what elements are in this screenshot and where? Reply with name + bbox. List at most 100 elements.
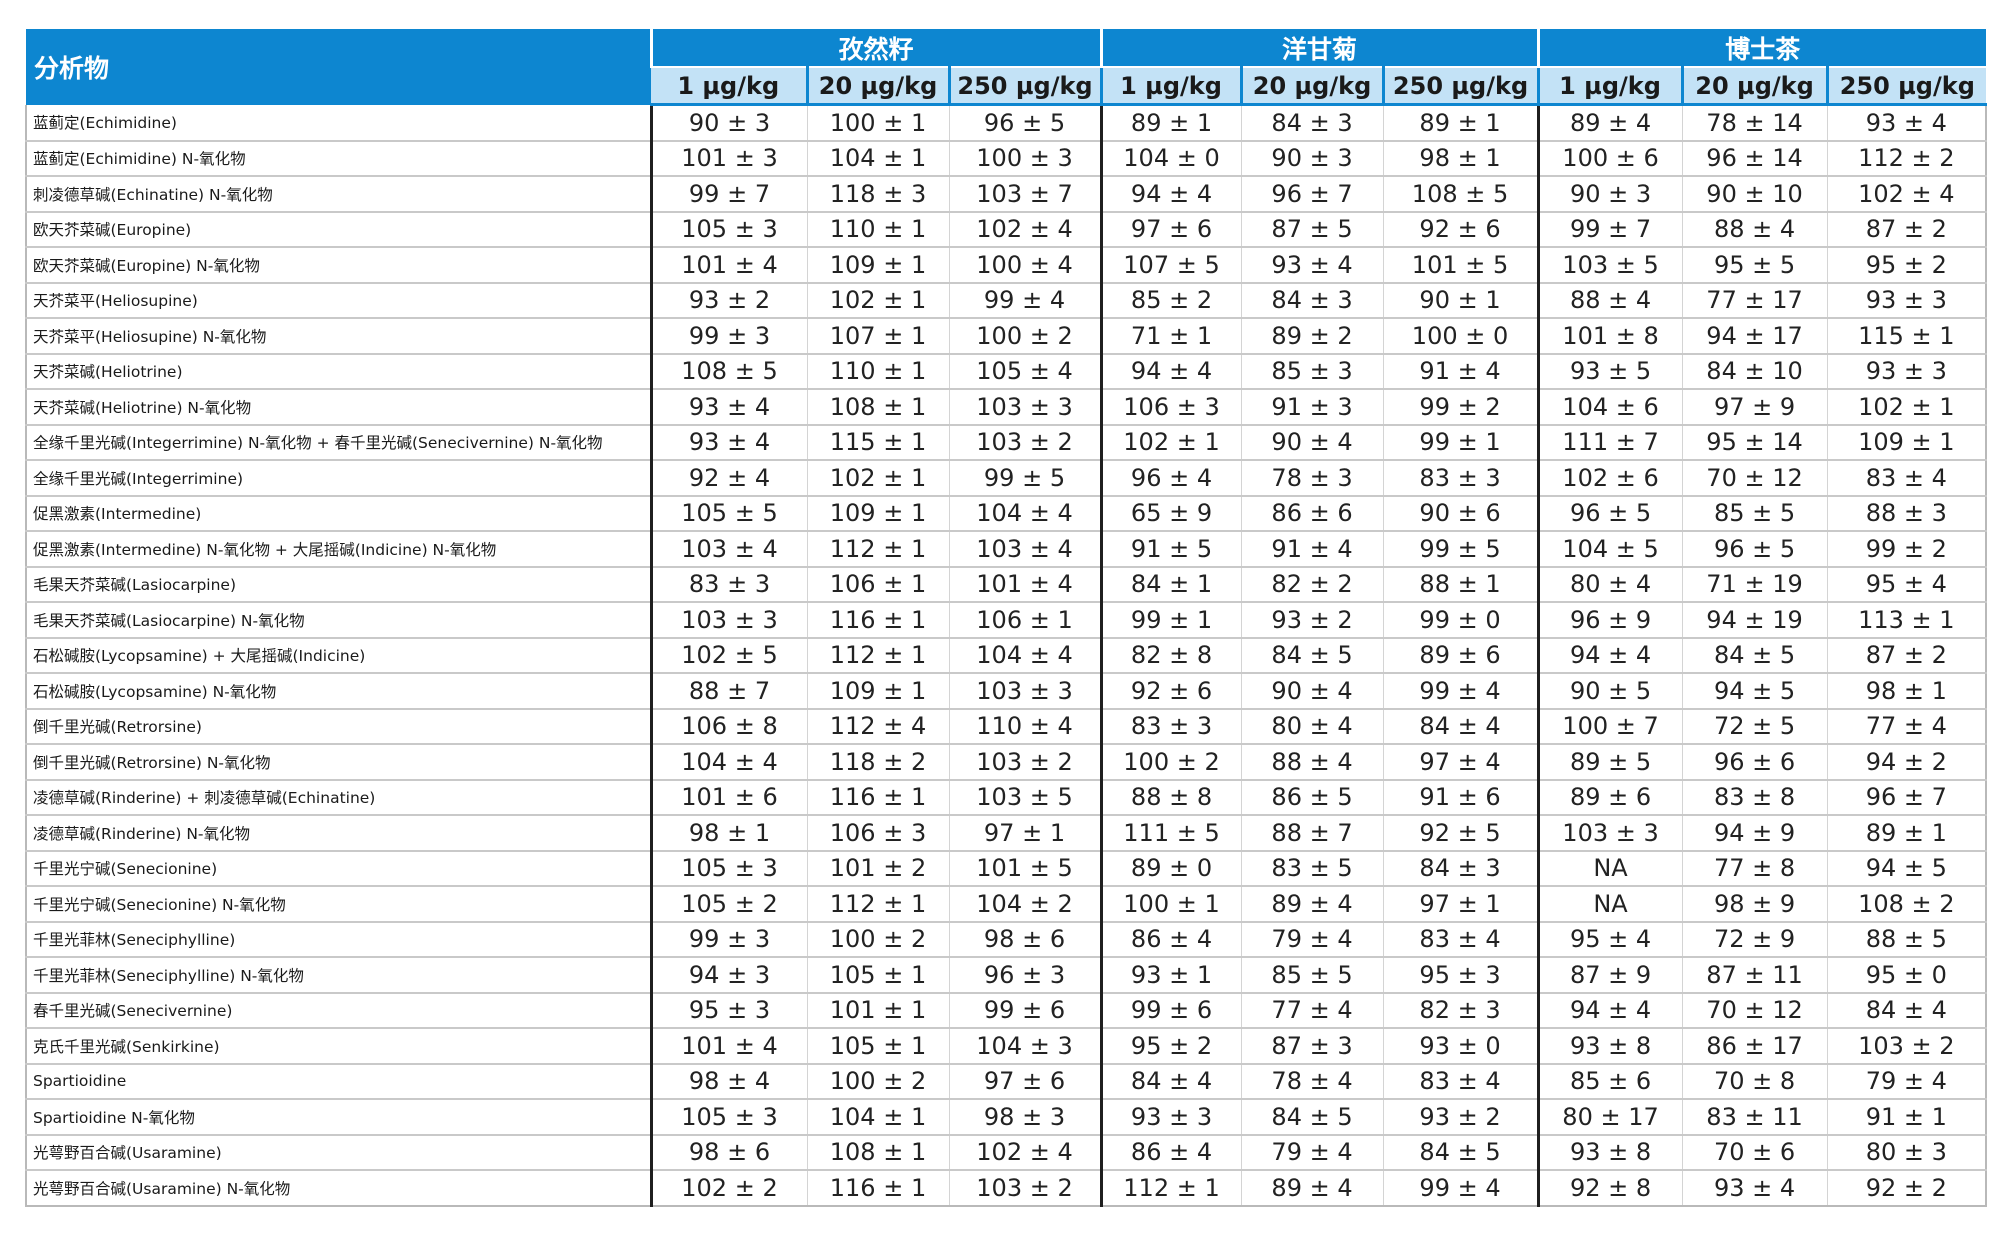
table-row: 倒千里光碱(Retrorsine) N-氧化物 104 ± 4 118 ± 2 103… [25,744,1988,781]
recovery-value-cell: 103 ± 3 [948,673,1102,710]
recovery-value-cell: 104 ± 6 [1536,389,1683,426]
recovery-value-cell: 84 ± 1 [1099,566,1242,603]
recovery-value-cell: 88 ± 4 [1536,282,1683,319]
recovery-value-cell: 105 ± 5 [649,495,807,532]
recovery-value-cell: 101 ± 4 [948,566,1102,603]
recovery-value-cell: 79 ± 4 [1240,921,1384,958]
recovery-value-cell: 96 ± 7 [1240,176,1384,213]
recovery-value-cell: 116 ± 1 [806,602,949,639]
analyte-name-cell: 石松碱胺(Lycopsamine) N-氧化物 [25,673,651,710]
table-row: 光萼野百合碱(Usaramine) 98 ± 6 108 ± 1 102 ± 4 86 … [25,1134,1988,1171]
recovery-value-cell: 94 ± 4 [1099,353,1242,390]
recovery-value-cell: 97 ± 9 [1681,389,1828,426]
recovery-value-cell: 91 ± 4 [1382,353,1539,390]
recovery-value-cell: 105 ± 3 [649,1099,807,1136]
recovery-value-cell: 110 ± 4 [948,708,1102,745]
recovery-value-cell: 86 ± 4 [1099,1134,1242,1171]
recovery-value-cell: 100 ± 1 [1099,886,1242,923]
table-row: 凌德草碱(Rinderine) N-氧化物 98 ± 1 106 ± 3 97 ± 1… [25,815,1988,852]
recovery-value-cell: 96 ± 9 [1536,602,1683,639]
analyte-name-cell: 克氏千里光碱(Senkirkine) [25,1028,651,1065]
recovery-value-cell: 70 ± 12 [1681,460,1828,497]
recovery-value-cell: 94 ± 5 [1826,850,1988,887]
recovery-value-cell: 92 ± 4 [649,460,807,497]
recovery-value-cell: 89 ± 1 [1826,815,1988,852]
recovery-value-cell: 94 ± 4 [1536,637,1683,674]
recovery-value-cell: 97 ± 1 [1382,886,1539,923]
recovery-value-cell: 70 ± 8 [1681,1063,1828,1100]
table-row: 千里光菲林(Seneciphylline) N-氧化物 94 ± 3 105 ± 1… [25,957,1988,994]
recovery-value-cell: 108 ± 2 [1826,886,1988,923]
recovery-value-cell: 89 ± 6 [1382,637,1539,674]
recovery-value-cell: 72 ± 9 [1681,921,1828,958]
recovery-value-cell: 112 ± 1 [1099,1170,1242,1207]
recovery-value-cell: 100 ± 3 [948,140,1102,177]
analyte-name-cell: Spartioidine N-氧化物 [25,1099,651,1136]
analyte-name-cell: 春千里光碱(Senecivernine) [25,992,651,1029]
recovery-value-cell: 118 ± 3 [806,176,949,213]
recovery-value-cell: 90 ± 5 [1536,673,1683,710]
recovery-value-cell: 70 ± 12 [1681,992,1828,1029]
recovery-value-cell: 94 ± 19 [1681,602,1828,639]
level-header: 1 µg/kg [1099,67,1242,106]
level-header: 1 µg/kg [1536,67,1683,106]
recovery-value-cell: 106 ± 8 [649,708,807,745]
recovery-value-cell: 109 ± 1 [806,495,949,532]
table-row: 促黑激素(Intermedine) N-氧化物 + 大尾摇碱(Indicine)… [25,531,1988,568]
recovery-value-cell: 106 ± 1 [948,602,1102,639]
recovery-value-cell: 96 ± 7 [1826,779,1988,816]
recovery-value-cell: NA [1536,850,1683,887]
table-row: 凌德草碱(Rinderine) + 刺凌德草碱(Echinatine) 101 ±… [25,779,1988,816]
table-row: Spartioidine N-氧化物 105 ± 3 104 ± 1 98 ± 3 93… [25,1099,1988,1136]
recovery-table: 分析物 孜然籽 洋甘菊 博士茶 1 µg/kg 20 µg/kg 250 µg/… [25,29,1988,1207]
recovery-value-cell: 84 ± 10 [1681,353,1828,390]
recovery-value-cell: 97 ± 1 [948,815,1102,852]
analyte-name-cell: 千里光宁碱(Senecionine) [25,850,651,887]
recovery-value-cell: 83 ± 3 [1382,460,1539,497]
recovery-value-cell: 95 ± 0 [1826,957,1988,994]
recovery-value-cell: 84 ± 4 [1382,708,1539,745]
analyte-name-cell: 蓝蓟定(Echimidine) [25,104,651,142]
recovery-value-cell: 103 ± 5 [1536,247,1683,284]
recovery-value-cell: 70 ± 6 [1681,1134,1828,1171]
level-header: 20 µg/kg [1680,67,1828,106]
recovery-value-cell: 79 ± 4 [1826,1063,1988,1100]
analyte-name-cell: 光萼野百合碱(Usaramine) [25,1134,651,1171]
table-row: 毛果天芥菜碱(Lasiocarpine) 83 ± 3 106 ± 1 101 ± 4… [25,566,1988,603]
recovery-value-cell: 96 ± 5 [1681,531,1828,568]
table-row: 刺凌德草碱(Echinatine) N-氧化物 99 ± 7 118 ± 3 103 … [25,176,1988,213]
recovery-value-cell: 89 ± 0 [1099,850,1242,887]
recovery-value-cell: 84 ± 4 [1099,1063,1242,1100]
recovery-value-cell: 99 ± 4 [1382,673,1539,710]
recovery-value-cell: 89 ± 4 [1240,1170,1384,1207]
recovery-value-cell: 103 ± 2 [1826,1028,1988,1065]
analyte-name-cell: 蓝蓟定(Echimidine) N-氧化物 [25,140,651,177]
recovery-value-cell: 92 ± 5 [1382,815,1539,852]
recovery-value-cell: 91 ± 1 [1826,1099,1988,1136]
recovery-value-cell: 78 ± 3 [1240,460,1384,497]
recovery-value-cell: 86 ± 5 [1240,779,1384,816]
level-header: 1 µg/kg [651,67,807,106]
recovery-value-cell: 103 ± 3 [948,389,1102,426]
recovery-value-cell: 94 ± 5 [1681,673,1828,710]
recovery-value-cell: 95 ± 4 [1536,921,1683,958]
recovery-value-cell: 93 ± 4 [1826,104,1988,142]
recovery-value-cell: 88 ± 8 [1099,779,1242,816]
recovery-value-cell: 105 ± 4 [948,353,1102,390]
recovery-value-cell: 95 ± 4 [1826,566,1988,603]
recovery-value-cell: 82 ± 8 [1099,637,1242,674]
table-row: 千里光宁碱(Senecionine) N-氧化物 105 ± 2 112 ± 1 10… [25,886,1988,923]
analyte-name-cell: 天芥菜平(Heliosupine) [25,282,651,319]
recovery-value-cell: 101 ± 1 [806,992,949,1029]
recovery-value-cell: 102 ± 6 [1536,460,1683,497]
recovery-value-cell: 102 ± 1 [1826,389,1988,426]
analyte-name-cell: 倒千里光碱(Retrorsine) N-氧化物 [25,744,651,781]
recovery-value-cell: 108 ± 5 [1382,176,1539,213]
analyte-name-cell: Spartioidine [25,1063,651,1100]
recovery-value-cell: 93 ± 8 [1536,1134,1683,1171]
recovery-value-cell: 87 ± 2 [1826,211,1988,248]
level-header-row: 1 µg/kg 20 µg/kg 250 µg/kg 1 µg/kg 20 µg… [26,67,1987,106]
table-row: 毛果天芥菜碱(Lasiocarpine) N-氧化物 103 ± 3 116 ± 1… [25,602,1988,639]
recovery-value-cell: 109 ± 1 [806,673,949,710]
recovery-value-cell: 90 ± 3 [1240,140,1384,177]
